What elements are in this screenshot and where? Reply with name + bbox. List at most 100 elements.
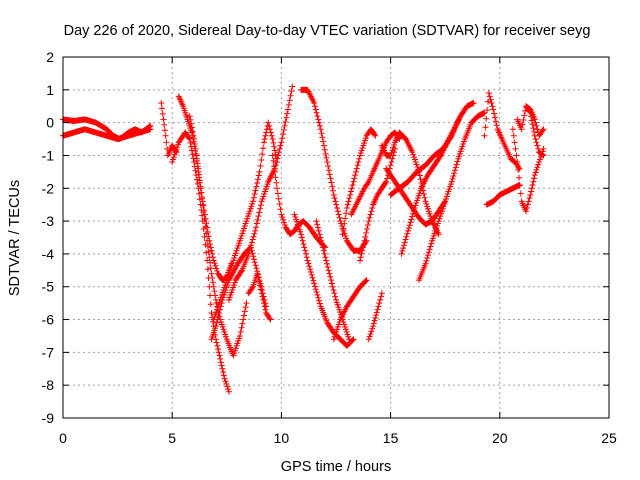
data-point xyxy=(325,267,332,274)
data-point xyxy=(251,259,258,266)
data-point xyxy=(318,237,325,244)
data-point xyxy=(314,224,321,231)
data-point xyxy=(328,280,335,287)
data-point xyxy=(316,300,323,307)
data-point xyxy=(341,220,348,227)
data-point xyxy=(325,163,332,170)
data-point xyxy=(147,126,154,133)
data-point xyxy=(531,175,538,182)
data-point xyxy=(242,304,249,311)
data-point xyxy=(284,110,291,117)
data-point xyxy=(306,263,313,270)
data-point xyxy=(371,131,378,138)
data-point xyxy=(448,178,455,185)
data-point xyxy=(275,152,282,159)
data-point xyxy=(276,145,283,152)
data-point xyxy=(258,290,265,297)
data-point xyxy=(421,194,428,201)
data-point xyxy=(534,164,541,171)
data-point xyxy=(332,293,339,300)
data-point xyxy=(249,236,256,243)
data-point xyxy=(250,233,257,240)
data-point xyxy=(212,292,219,299)
data-point xyxy=(287,92,294,99)
data-point xyxy=(239,320,246,327)
data-point xyxy=(208,270,215,277)
data-point xyxy=(316,297,323,304)
data-point xyxy=(266,315,273,322)
x-tick-label: 15 xyxy=(383,430,399,446)
data-point xyxy=(187,139,194,146)
data-point xyxy=(331,290,338,297)
data-point xyxy=(353,165,360,172)
data-point xyxy=(524,201,531,208)
data-point xyxy=(187,116,194,123)
data-point xyxy=(285,101,292,108)
data-point xyxy=(490,106,497,113)
data-point xyxy=(303,254,310,261)
x-tick-label: 25 xyxy=(601,430,617,446)
data-point xyxy=(514,159,521,166)
data-point xyxy=(345,198,352,205)
data-point xyxy=(191,136,198,143)
data-point xyxy=(326,171,333,178)
data-point xyxy=(324,159,331,166)
data-point xyxy=(489,103,496,110)
data-point xyxy=(405,227,412,234)
y-tick-label: -5 xyxy=(42,279,55,295)
data-point xyxy=(529,181,536,188)
data-point xyxy=(243,300,250,307)
data-point xyxy=(256,209,263,216)
data-point xyxy=(533,122,540,129)
data-point xyxy=(259,293,266,300)
data-point xyxy=(211,288,218,295)
data-point xyxy=(399,248,406,255)
data-point xyxy=(510,132,517,139)
x-tick-label: 10 xyxy=(274,430,290,446)
data-point xyxy=(470,99,477,106)
data-point xyxy=(330,191,337,198)
data-point xyxy=(250,198,257,205)
data-point xyxy=(309,274,316,281)
y-tick-label: -6 xyxy=(42,312,55,328)
data-point xyxy=(532,119,539,126)
data-point xyxy=(262,132,269,139)
y-tick-label: -1 xyxy=(42,147,55,163)
data-point xyxy=(539,151,546,158)
data-point xyxy=(372,132,379,139)
data-point xyxy=(487,96,494,103)
data-point xyxy=(375,303,382,310)
data-point xyxy=(267,316,274,323)
data-point xyxy=(531,128,538,135)
data-point xyxy=(159,105,166,112)
series-track-29 xyxy=(523,103,547,139)
data-point xyxy=(213,265,220,272)
data-point xyxy=(286,97,293,104)
data-point xyxy=(200,202,207,209)
data-point xyxy=(313,218,320,225)
data-point xyxy=(314,291,321,298)
data-point xyxy=(195,165,202,172)
data-point xyxy=(516,165,523,172)
data-point xyxy=(320,247,327,254)
data-point xyxy=(320,138,327,145)
data-point xyxy=(256,168,263,175)
data-point xyxy=(423,257,430,264)
data-point xyxy=(214,342,221,349)
data-point xyxy=(253,183,260,190)
data-point xyxy=(200,208,207,215)
data-point xyxy=(266,122,273,129)
data-point xyxy=(526,195,533,202)
series-track-24 xyxy=(387,113,464,198)
data-point xyxy=(203,230,210,237)
data-point xyxy=(273,159,280,166)
data-point xyxy=(270,139,277,146)
data-point xyxy=(212,262,219,269)
data-point xyxy=(189,128,196,135)
data-point xyxy=(304,257,311,264)
data-point xyxy=(329,283,336,290)
data-point xyxy=(284,106,291,113)
data-point xyxy=(186,113,193,120)
data-point xyxy=(163,139,170,146)
data-point xyxy=(511,139,518,146)
